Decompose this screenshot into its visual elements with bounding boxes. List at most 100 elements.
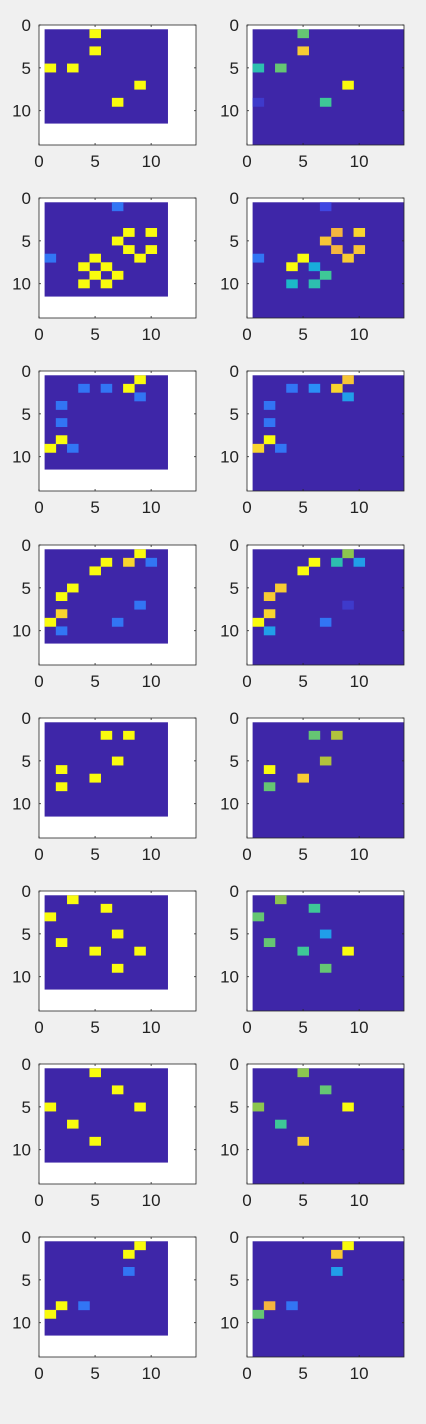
heatmap-cell <box>263 435 276 445</box>
heatmap-cell <box>286 262 298 272</box>
heatmap-cell <box>308 279 321 289</box>
x-tick-label: 10 <box>142 325 161 344</box>
y-tick-label: 5 <box>230 752 239 771</box>
heatmap-cell <box>111 929 124 939</box>
x-tick-label: 5 <box>90 1018 99 1037</box>
image-background <box>252 29 404 145</box>
heatmap-cell <box>252 912 265 922</box>
heatmap-cell <box>111 617 124 627</box>
heatmap-cell <box>67 63 79 73</box>
image-layer <box>44 29 168 124</box>
heatmap-cell <box>145 245 158 255</box>
heatmap-panel-2-right: 0 5 10 0 5 10 <box>220 189 405 344</box>
heatmap-cell <box>342 253 354 263</box>
heatmap-cell <box>252 253 265 263</box>
y-tick-label: 5 <box>22 1098 31 1117</box>
heatmap-cell <box>55 938 68 948</box>
heatmap-cell <box>263 626 276 636</box>
heatmap-cell <box>89 270 101 280</box>
heatmap-cell <box>331 730 343 740</box>
x-tick-label: 10 <box>350 1018 369 1037</box>
y-tick-label: 10 <box>12 1141 31 1160</box>
heatmap-cell <box>100 279 113 289</box>
heatmap-cell <box>55 418 68 428</box>
x-tick-label: 5 <box>298 672 307 691</box>
x-tick-label: 0 <box>34 672 43 691</box>
y-tick-label: 5 <box>230 232 239 251</box>
image-background <box>252 895 404 1011</box>
axes-box <box>246 197 405 319</box>
heatmap-cell <box>286 279 298 289</box>
x-tick-label: 10 <box>350 152 369 171</box>
heatmap-panel-5-right: 0 5 10 0 5 10 <box>220 709 405 864</box>
y-tick-label: 10 <box>12 275 31 294</box>
axes-box <box>38 370 197 492</box>
x-tick-label: 10 <box>142 1364 161 1383</box>
heatmap-cell <box>123 557 135 567</box>
heatmap-cell <box>67 1119 79 1129</box>
x-tick-label: 5 <box>90 1191 99 1210</box>
y-tick-label: 10 <box>220 795 239 814</box>
image-layer <box>44 895 168 990</box>
heatmap-cell <box>134 392 146 402</box>
heatmap-cell <box>342 600 354 610</box>
x-tick-label: 10 <box>142 152 161 171</box>
image-layer <box>44 202 168 297</box>
heatmap-cell <box>252 617 265 627</box>
heatmap-cell <box>100 903 113 913</box>
heatmap-cell <box>331 245 343 255</box>
y-tick-label: 0 <box>230 16 239 35</box>
heatmap-cell <box>275 1119 287 1129</box>
y-tick-label: 10 <box>220 622 239 641</box>
x-tick-label: 5 <box>90 845 99 864</box>
heatmap-cell <box>145 228 158 237</box>
image-background <box>252 549 404 665</box>
heatmap-cell <box>55 609 68 619</box>
heatmap-cell <box>55 592 68 602</box>
axes-box <box>38 544 197 666</box>
y-tick-label: 5 <box>230 925 239 944</box>
x-tick-label: 5 <box>90 1364 99 1383</box>
heatmap-cell <box>134 946 146 956</box>
heatmap-panel-8-right: 0 5 10 0 5 10 <box>220 1228 405 1383</box>
heatmap-cell <box>100 262 113 272</box>
heatmap-cell <box>263 609 276 619</box>
axes-box <box>38 890 197 1012</box>
heatmap-cell <box>263 1301 276 1311</box>
image-layer <box>44 375 168 470</box>
x-tick-label: 5 <box>298 498 307 517</box>
heatmap-cell <box>252 1309 265 1319</box>
heatmap-cell <box>134 1102 146 1112</box>
y-tick-label: 10 <box>12 968 31 987</box>
y-tick-label: 5 <box>230 405 239 424</box>
heatmap-cell <box>89 46 101 56</box>
x-tick-label: 0 <box>34 152 43 171</box>
heatmap-cell <box>297 1136 309 1146</box>
x-tick-label: 10 <box>142 845 161 864</box>
heatmap-cell <box>134 253 146 263</box>
x-tick-label: 5 <box>298 845 307 864</box>
y-tick-label: 5 <box>230 1271 239 1290</box>
y-tick-label: 0 <box>22 362 31 381</box>
heatmap-cell <box>297 946 309 956</box>
image-background <box>252 375 404 491</box>
heatmap-panel-4-left: 0 5 10 0 5 10 <box>12 536 197 691</box>
heatmap-cell <box>286 383 298 393</box>
y-tick-label: 0 <box>230 1228 239 1247</box>
y-tick-label: 5 <box>22 1271 31 1290</box>
y-tick-label: 0 <box>22 16 31 35</box>
heatmap-panel-7-right: 0 5 10 0 5 10 <box>220 1055 405 1210</box>
heatmap-cell <box>123 383 135 393</box>
y-tick-label: 5 <box>22 925 31 944</box>
x-tick-label: 10 <box>142 672 161 691</box>
heatmap-cell <box>134 600 146 610</box>
heatmap-panel-6-right: 0 5 10 0 5 10 <box>220 882 405 1037</box>
heatmap-cell <box>297 1068 309 1078</box>
image-layer <box>252 1241 404 1357</box>
heatmap-cell <box>44 63 57 73</box>
heatmap-cell <box>342 1102 354 1112</box>
y-tick-label: 10 <box>12 1314 31 1333</box>
image-layer <box>44 722 168 817</box>
y-tick-label: 10 <box>220 968 239 987</box>
y-tick-label: 10 <box>12 448 31 467</box>
